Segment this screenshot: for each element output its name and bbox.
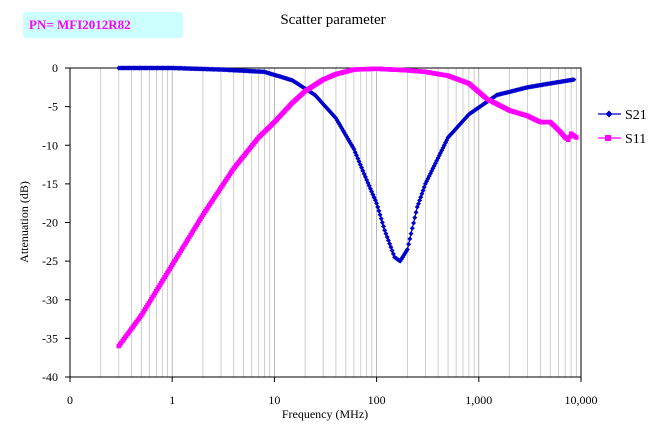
legend-s11-label: S11 bbox=[625, 132, 646, 147]
s11-point bbox=[574, 135, 579, 140]
data-series bbox=[116, 65, 579, 349]
x-tick-label: 10 bbox=[268, 393, 280, 407]
x-tick-label: 1 bbox=[169, 393, 175, 407]
y-tick-label: -20 bbox=[42, 216, 58, 230]
legend-s11-marker bbox=[605, 135, 611, 141]
y-tick-label: -15 bbox=[42, 177, 58, 191]
x-tick-label: 100 bbox=[368, 393, 386, 407]
s21-point bbox=[374, 200, 380, 206]
x-tick-label: 0 bbox=[67, 393, 73, 407]
part-number-label: PN= MFI2012R82 bbox=[29, 17, 131, 32]
y-tick-label: -10 bbox=[42, 138, 58, 152]
s21-point bbox=[412, 215, 418, 221]
s21-point bbox=[408, 231, 414, 237]
y-tick-label: -40 bbox=[42, 370, 58, 384]
series-s21 bbox=[116, 65, 577, 264]
s21-point bbox=[407, 236, 413, 242]
s21-point bbox=[404, 247, 410, 253]
y-tick-label: -25 bbox=[42, 254, 58, 268]
y-axis-label: Attenuation (dB) bbox=[17, 181, 31, 263]
chart-title: Scatter parameter bbox=[280, 12, 386, 28]
s21-point bbox=[379, 220, 385, 225]
s21-point bbox=[381, 223, 387, 229]
s11-point bbox=[566, 137, 571, 143]
s21-point bbox=[571, 77, 577, 83]
y-tick-label: -35 bbox=[42, 331, 58, 345]
s21-point bbox=[406, 241, 412, 247]
s21-point bbox=[452, 126, 458, 132]
y-axis: 0 -5 -10 -15 -20 -25 -30 -35 -40 bbox=[42, 61, 70, 384]
legend-s21-marker bbox=[605, 110, 613, 118]
s21-point bbox=[378, 216, 384, 222]
y-tick-label: -30 bbox=[42, 293, 58, 307]
series-s11 bbox=[116, 66, 579, 349]
y-tick-label: -5 bbox=[48, 100, 58, 114]
x-axis-label: Frequency (MHz) bbox=[282, 407, 368, 421]
s21-point bbox=[375, 204, 381, 210]
s21-point bbox=[376, 208, 382, 214]
s21-point bbox=[413, 209, 419, 215]
legend-s21-label: S21 bbox=[625, 108, 647, 123]
x-tick-label: 10,000 bbox=[565, 393, 598, 407]
s21-point bbox=[411, 220, 417, 226]
s21-line bbox=[118, 67, 574, 262]
x-tick-label: 1,000 bbox=[465, 393, 492, 407]
plot-area-frame bbox=[69, 67, 582, 378]
part-number-badge: PN= MFI2012R82 bbox=[23, 12, 183, 38]
s21-point bbox=[377, 212, 383, 218]
s11-point bbox=[567, 134, 572, 139]
s21-point bbox=[409, 225, 415, 231]
x-axis: 0 1 10 100 1,000 10,000 bbox=[67, 377, 598, 407]
legend: S21 S11 bbox=[598, 108, 647, 147]
y-tick-label: 0 bbox=[52, 61, 58, 75]
grid-lines bbox=[100, 68, 577, 377]
